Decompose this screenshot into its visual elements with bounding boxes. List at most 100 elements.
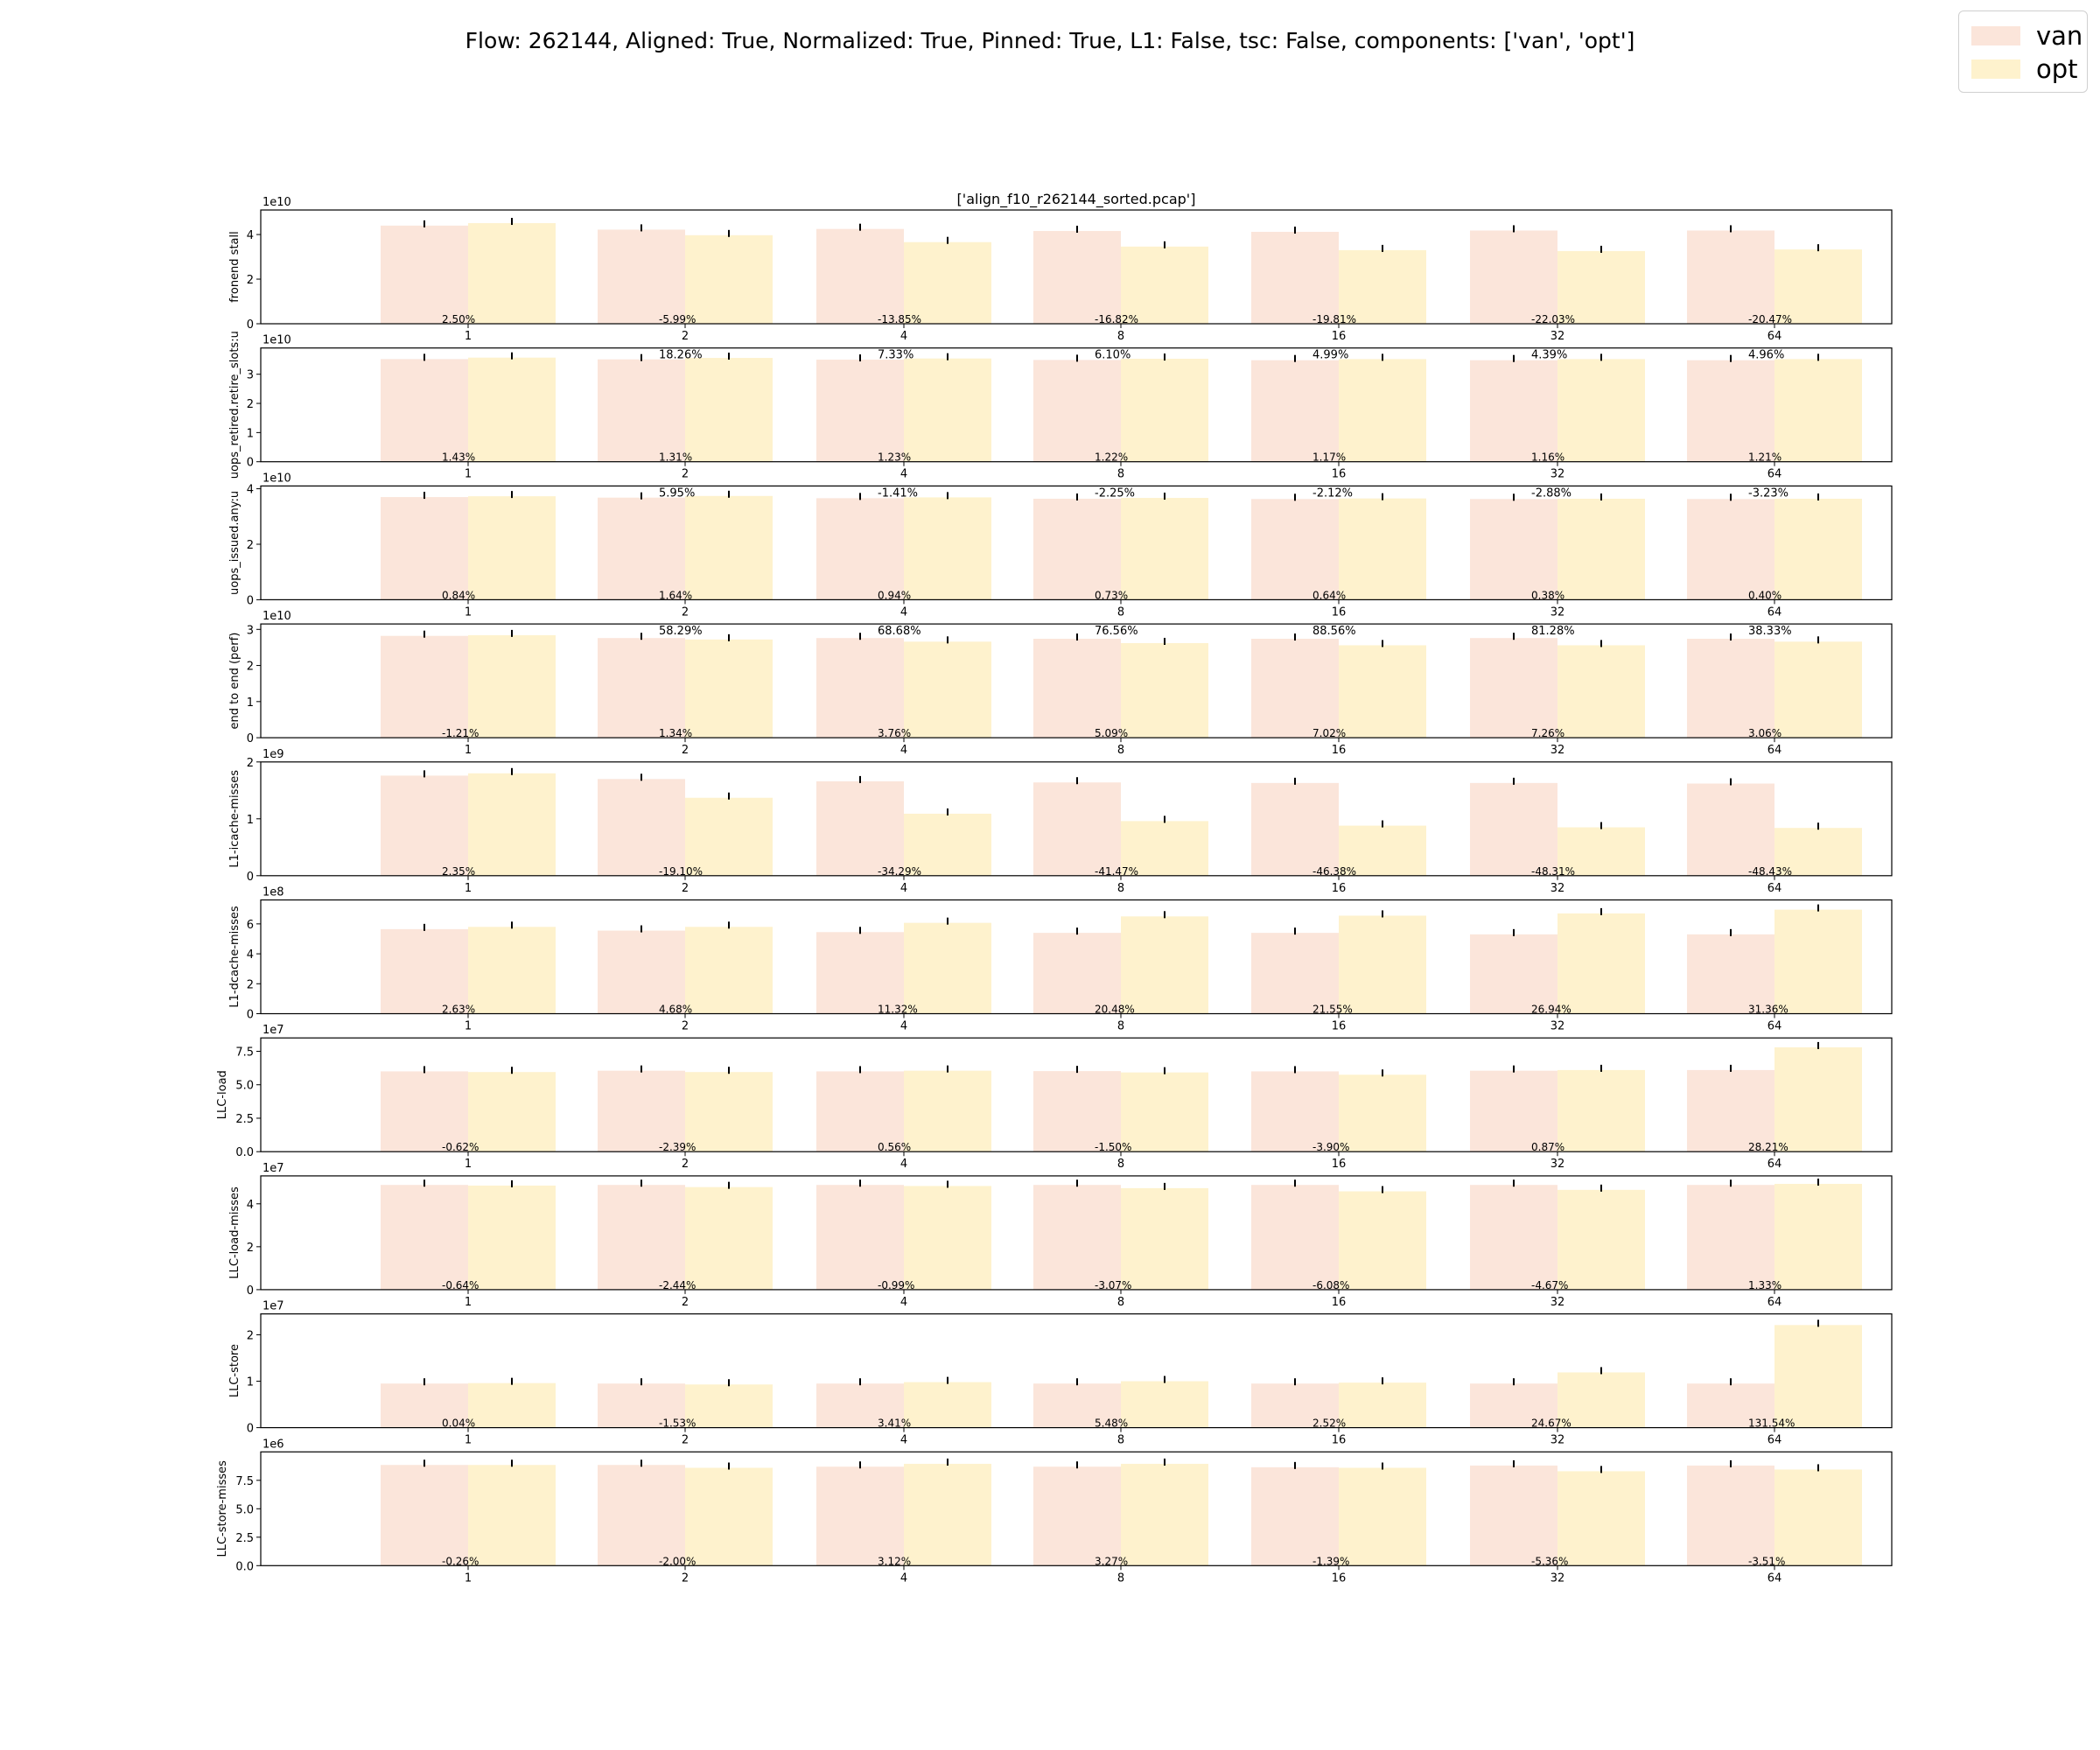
bar-van: [816, 360, 904, 462]
bar-opt: [1339, 359, 1426, 462]
x-tick-label: 2: [682, 1158, 689, 1171]
bar-van: [1251, 499, 1339, 600]
x-tick-label: 8: [1117, 1158, 1124, 1171]
top-annotation: 4.99%: [1312, 349, 1348, 362]
bar-opt: [685, 639, 773, 738]
bar-van: [816, 1185, 904, 1290]
x-tick-label: 64: [1768, 1020, 1782, 1033]
y-tick-label: 0: [247, 871, 254, 884]
y-tick-label: 0: [247, 1423, 254, 1436]
x-tick-label: 2: [682, 468, 689, 481]
bar-van: [598, 359, 685, 462]
bottom-annotation: 1.43%: [442, 452, 475, 464]
x-tick-label: 32: [1550, 1158, 1565, 1171]
bar-opt: [1339, 1191, 1426, 1290]
x-tick-label: 8: [1117, 1020, 1124, 1033]
bottom-annotation: -6.08%: [1312, 1279, 1349, 1292]
bar-van: [1470, 1383, 1558, 1428]
bottom-annotation: 1.17%: [1312, 452, 1346, 464]
x-tick-label: 64: [1768, 744, 1782, 757]
bottom-annotation: 1.21%: [1748, 452, 1782, 464]
y-exponent-label: 1e10: [262, 610, 291, 623]
bar-van: [1470, 638, 1558, 738]
legend-item-van: van: [1971, 20, 2082, 52]
x-tick-label: 16: [1332, 1020, 1347, 1033]
top-annotation: -2.12%: [1312, 486, 1353, 500]
bar-van: [816, 932, 904, 1014]
bar-van: [1687, 1185, 1774, 1290]
bar-opt: [468, 1185, 556, 1290]
bar-opt: [1774, 359, 1862, 462]
bar-van: [1251, 1383, 1339, 1428]
bottom-annotation: 3.76%: [878, 727, 911, 739]
x-tick-label: 4: [900, 1158, 907, 1171]
bar-opt: [1774, 1046, 1862, 1152]
bottom-annotation: -46.38%: [1312, 865, 1356, 878]
axes-frame: [260, 1312, 1893, 1429]
y-tick-label: 1: [247, 696, 254, 710]
bar-van: [1470, 499, 1558, 600]
y-axis-label: fronend stall: [228, 231, 242, 303]
bar-van: [816, 228, 904, 324]
bottom-annotation: 7.26%: [1531, 727, 1564, 739]
bar-opt: [1558, 498, 1645, 600]
bar-opt: [1121, 1381, 1208, 1428]
bar-opt: [904, 1382, 991, 1428]
bar-opt: [1121, 359, 1208, 462]
bar-opt: [904, 358, 991, 462]
x-tick-label: 1: [465, 1296, 472, 1309]
bar-opt: [1774, 1325, 1862, 1428]
bar-opt: [1774, 909, 1862, 1014]
bar-van: [598, 1185, 685, 1290]
y-tick-label: 0: [247, 1284, 254, 1298]
bottom-annotation: 3.12%: [878, 1555, 911, 1567]
bottom-annotation: 1.34%: [659, 727, 692, 739]
bottom-annotation: 1.23%: [878, 452, 911, 464]
bottom-annotation: 0.56%: [878, 1141, 911, 1153]
bar-opt: [1774, 641, 1862, 738]
x-tick-label: 4: [900, 330, 907, 343]
bottom-annotation: 131.54%: [1748, 1418, 1795, 1430]
bar-van: [1470, 1185, 1558, 1290]
x-tick-label: 8: [1117, 882, 1124, 895]
axes-frame: [260, 347, 1893, 463]
bar-opt: [1121, 1187, 1208, 1290]
bar-van: [816, 638, 904, 738]
x-tick-label: 16: [1332, 1572, 1347, 1585]
x-tick-label: 1: [465, 1020, 472, 1033]
bottom-annotation: -2.44%: [659, 1279, 696, 1292]
y-tick-label: 4: [247, 484, 254, 497]
y-tick-label: 0: [247, 732, 254, 746]
bottom-annotation: 1.16%: [1531, 452, 1564, 464]
x-tick-label: 4: [900, 606, 907, 619]
y-axis-label: end to end (perf): [228, 633, 242, 730]
bar-van: [1033, 639, 1121, 738]
bar-opt: [468, 1072, 556, 1152]
bar-opt: [1339, 1467, 1426, 1566]
x-tick-label: 2: [682, 1572, 689, 1585]
bottom-annotation: -19.81%: [1312, 313, 1356, 326]
bar-van: [1470, 782, 1558, 876]
bar-van: [1687, 934, 1774, 1014]
bottom-annotation: 20.48%: [1095, 1004, 1135, 1016]
bottom-annotation: -22.03%: [1531, 313, 1575, 326]
panel-llc-load: 1 -0.62% 2 -2.39% 4 0.56% 8 -1.50% 16 -3.90% 32 0.8…: [216, 1024, 1893, 1171]
x-tick-label: 32: [1550, 1296, 1565, 1309]
x-tick-label: 8: [1117, 330, 1124, 343]
bar-van: [381, 1071, 468, 1152]
y-axis-label: uops_retired.retire_slots:u: [228, 331, 242, 479]
bottom-annotation: -1.53%: [659, 1418, 696, 1430]
bar-van: [598, 930, 685, 1014]
top-annotation: 4.39%: [1531, 349, 1567, 362]
bar-van: [816, 1071, 904, 1152]
top-annotation: 88.56%: [1312, 625, 1356, 638]
bar-van: [1033, 360, 1121, 462]
bar-van: [1251, 933, 1339, 1014]
top-annotation: 68.68%: [878, 625, 921, 638]
bar-opt: [468, 1465, 556, 1566]
x-tick-label: 64: [1768, 1434, 1782, 1447]
top-annotation: 7.33%: [878, 349, 914, 362]
x-tick-label: 32: [1550, 468, 1565, 481]
y-exponent-label: 1e10: [262, 472, 291, 485]
bar-van: [1251, 231, 1339, 324]
